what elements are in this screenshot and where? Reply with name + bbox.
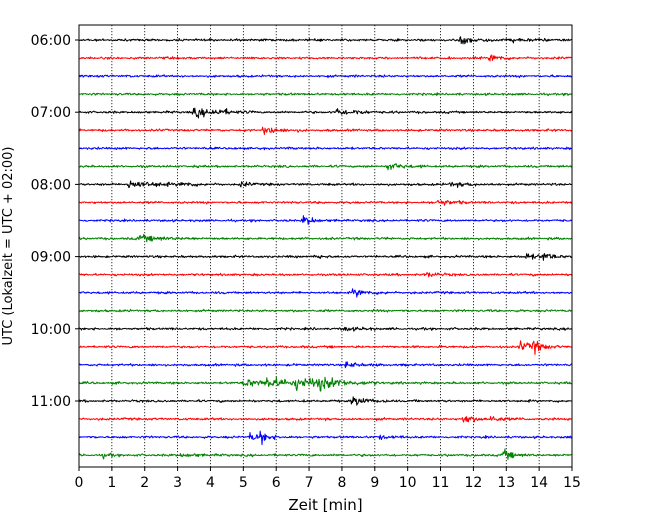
trace-row-1015	[78, 340, 572, 355]
x-tick-label-9: 9	[370, 475, 379, 491]
y-tick-label-0900: 09:00	[31, 250, 71, 266]
trace-row-0645	[78, 92, 572, 97]
x-tick-label-2: 2	[140, 475, 149, 491]
trace-row-0700	[78, 107, 573, 119]
x-tick-label-1: 1	[107, 475, 116, 491]
trace-row-1115	[78, 416, 572, 423]
trace-row-1130	[78, 430, 573, 446]
y-tick-label-0800: 08:00	[31, 177, 71, 193]
seismic-traces	[78, 36, 573, 461]
y-axis-label: UTC (Lokalzeit = UTC + 02:00)	[1, 147, 16, 346]
x-axis-label: Zeit [min]	[288, 496, 362, 514]
trace-row-0815	[78, 199, 573, 206]
trace-row-0845	[78, 233, 572, 243]
trace-row-0600	[78, 36, 572, 45]
trace-row-1030	[78, 361, 572, 369]
x-tick-label-12: 12	[464, 475, 482, 491]
trace-row-1045	[78, 376, 572, 392]
plot-frame	[78, 24, 573, 468]
x-tick-label-6: 6	[272, 475, 281, 491]
x-tick-label-3: 3	[173, 475, 182, 491]
trace-row-1000	[78, 326, 572, 332]
trace-row-0615	[78, 54, 572, 62]
x-tick-label-14: 14	[530, 475, 548, 491]
x-tick-label-5: 5	[239, 475, 248, 491]
x-tick-label-10: 10	[399, 475, 417, 491]
trace-row-0830	[78, 215, 572, 225]
y-tick-label-0700: 07:00	[31, 105, 71, 121]
x-tick-label-7: 7	[305, 475, 314, 491]
trace-row-0930	[78, 288, 572, 298]
y-tick-label-1100: 11:00	[31, 394, 71, 410]
trace-row-1145	[78, 448, 572, 461]
x-axis-ticks: 0 1 2 3 4 5 6 7 8 9 10 11 12 13 14 15	[75, 467, 581, 491]
trace-row-0915	[78, 271, 573, 278]
x-tick-label-0: 0	[75, 475, 84, 491]
x-tick-label-15: 15	[563, 475, 581, 491]
x-tick-label-4: 4	[206, 475, 215, 491]
trace-row-0730	[78, 146, 572, 151]
trace-row-0945	[78, 308, 572, 313]
x-tick-label-13: 13	[497, 475, 515, 491]
y-axis-ticks: 06:00 07:00 08:00 09:00 10:00 11:00	[31, 33, 79, 410]
trace-row-1100	[78, 396, 572, 406]
trace-row-0715	[78, 126, 573, 135]
trace-row-0800	[78, 180, 572, 189]
trace-row-0630	[78, 74, 572, 79]
trace-row-0900	[78, 253, 573, 261]
x-tick-label-11: 11	[432, 475, 450, 491]
y-tick-label-1000: 10:00	[31, 322, 71, 338]
y-tick-label-0600: 06:00	[31, 33, 71, 49]
x-tick-label-8: 8	[337, 475, 346, 491]
trace-row-0745	[78, 163, 573, 171]
